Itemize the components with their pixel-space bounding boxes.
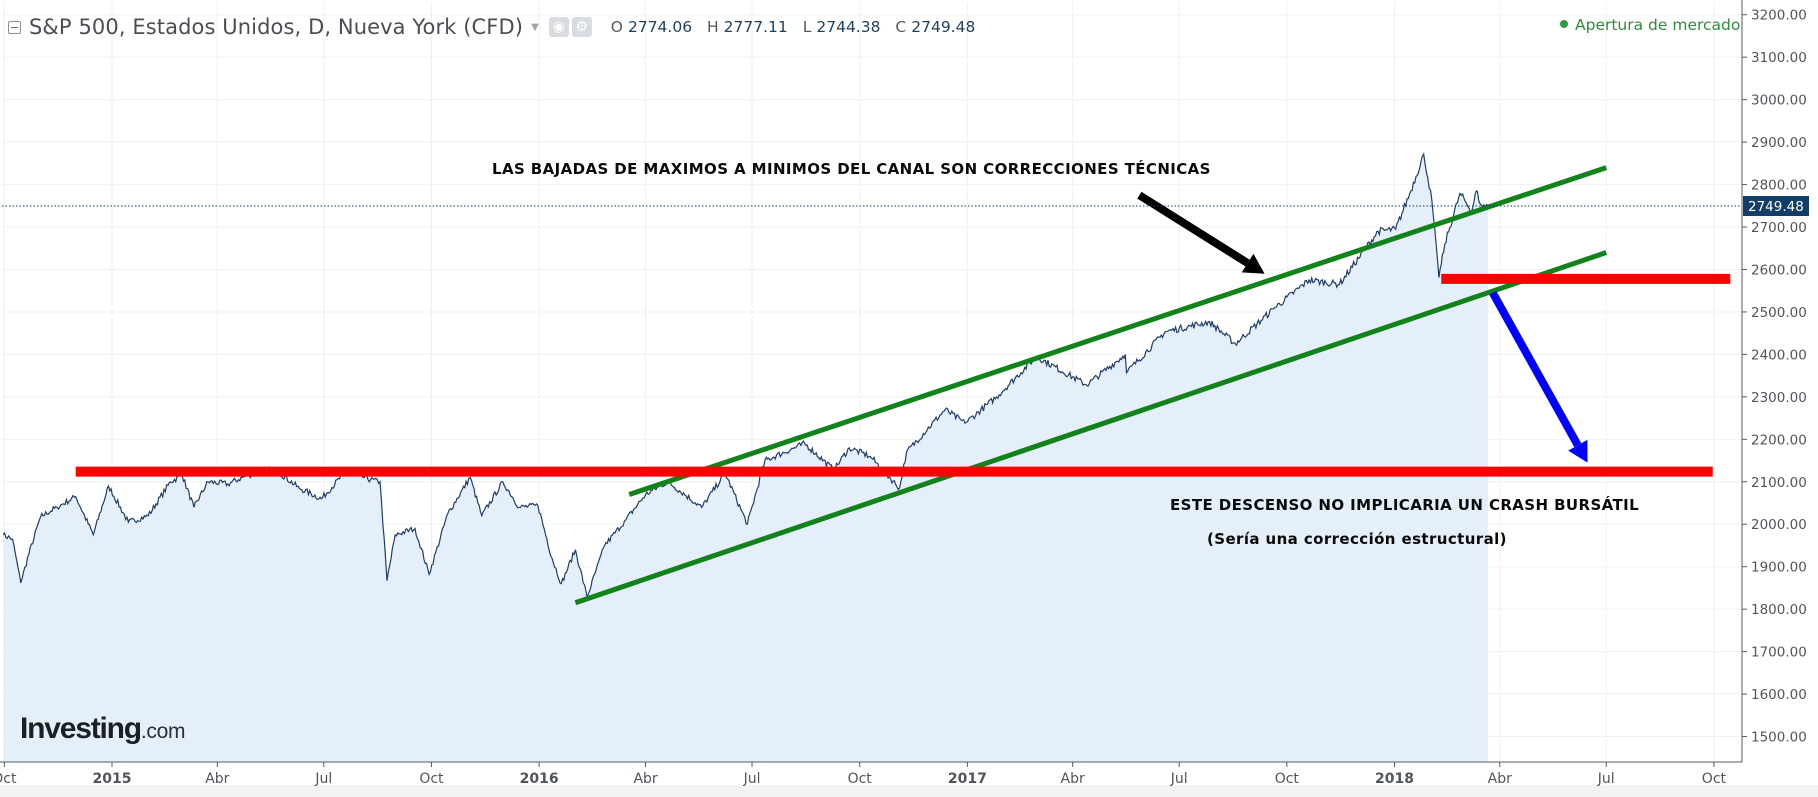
channel-note: LAS BAJADAS DE MAXIMOS A MINIMOS DEL CAN…	[492, 160, 1211, 178]
last-price-tag: 2749.48	[1743, 196, 1809, 217]
x-tick-label: Oct	[848, 771, 873, 787]
x-tick-label: Abr	[205, 771, 229, 787]
y-tick-label: 1500.00	[1751, 730, 1807, 746]
open-label: O	[610, 18, 623, 36]
y-tick-label: 2400.00	[1751, 347, 1807, 363]
x-axis[interactable]: Oct 2015 Abr Jul Oct 2016 Abr Jul Oct 2017 Abr Jul O…	[0, 761, 1818, 797]
last-price-tag-bg	[1743, 196, 1809, 217]
last-price-label: 2749.48	[1748, 199, 1804, 215]
y-tick-label: 2100.00	[1751, 475, 1807, 491]
descent-subnote: (Sería una corrección estructural)	[1207, 530, 1507, 548]
chart-title[interactable]: S&P 500, Estados Unidos, D, Nueva York (…	[29, 15, 524, 39]
y-tick-label: 3200.00	[1751, 8, 1807, 24]
low-value: 2744.38	[816, 18, 881, 36]
open-value: 2774.06	[627, 18, 693, 36]
y-tick-label: 3100.00	[1751, 50, 1807, 66]
gear-icon[interactable]: ⚙	[571, 17, 592, 37]
x-tick-label: 2018	[1375, 771, 1414, 787]
investing-logo: Investing.com	[20, 712, 186, 746]
arrow-shaft	[1489, 290, 1582, 448]
eye-icon[interactable]: ◉	[548, 17, 569, 37]
y-tick-label: 2700.00	[1751, 220, 1807, 236]
y-tick-label: 2800.00	[1751, 178, 1807, 194]
y-axis[interactable]: 1500.00 1600.00 1700.00 1800.00 1900.00 2000.…	[1741, 0, 1807, 762]
ohlc-values: O 2774.06 H 2777.11 L 2744.38 C 2749.48	[611, 18, 986, 36]
overlays	[75, 165, 1731, 606]
arrow-head	[1568, 439, 1588, 463]
x-tick-label: Jul	[314, 771, 332, 787]
y-tick-label: 1800.00	[1751, 602, 1807, 618]
channel-line	[574, 250, 1608, 606]
x-tick-label: Jul	[1597, 771, 1615, 787]
y-tick-label: 1900.00	[1751, 560, 1807, 576]
market-status: Apertura de mercado	[1560, 16, 1740, 34]
price-area	[3, 154, 1489, 762]
x-tick-label: Oct	[419, 771, 444, 787]
x-tick-label: Jul	[743, 771, 761, 787]
high-value: 2777.11	[723, 18, 788, 36]
x-tick-label: Abr	[1061, 771, 1085, 787]
market-status-label: Apertura de mercado	[1575, 16, 1741, 34]
y-tick-label: 2300.00	[1751, 390, 1807, 406]
x-tick-label: Oct	[1702, 771, 1727, 787]
x-tick-label: 2015	[93, 771, 132, 787]
high-label: H	[707, 18, 719, 36]
descent-note: ESTE DESCENSO NO IMPLICARIA UN CRASH BUR…	[1170, 496, 1640, 514]
logo-main: Investing	[20, 712, 142, 745]
arrow-head	[1241, 253, 1265, 274]
status-dot-icon	[1560, 19, 1568, 28]
bottom-scrollbar	[0, 785, 1818, 797]
y-tick-label: 2600.00	[1751, 262, 1807, 278]
y-tick-label: 1600.00	[1751, 687, 1807, 703]
y-tick-label: 2500.00	[1751, 305, 1807, 321]
collapse-legend-icon[interactable]	[8, 20, 21, 34]
x-tick-label: Jul	[1170, 771, 1188, 787]
y-tick-label: 1700.00	[1751, 645, 1807, 661]
x-tick-label: Oct	[0, 771, 17, 787]
y-tick-label: 2200.00	[1751, 432, 1807, 448]
close-value: 2749.48	[911, 18, 976, 36]
x-tick-label: 2016	[520, 771, 559, 787]
close-label: C	[895, 18, 907, 36]
chart-header: S&P 500, Estados Unidos, D, Nueva York (…	[8, 14, 985, 40]
y-tick-label: 3000.00	[1751, 93, 1807, 109]
y-tick-label: 2900.00	[1751, 135, 1807, 151]
x-tick-label: Abr	[633, 771, 657, 787]
x-tick-label: Abr	[1488, 771, 1512, 787]
y-tick-label: 2000.00	[1751, 517, 1807, 533]
chevron-down-icon[interactable]: ▼	[531, 21, 539, 33]
logo-tld: .com	[140, 720, 186, 743]
low-label: L	[802, 18, 812, 36]
channel-line	[628, 165, 1608, 497]
x-tick-label: 2017	[948, 771, 987, 787]
x-tick-label: Oct	[1275, 771, 1300, 787]
